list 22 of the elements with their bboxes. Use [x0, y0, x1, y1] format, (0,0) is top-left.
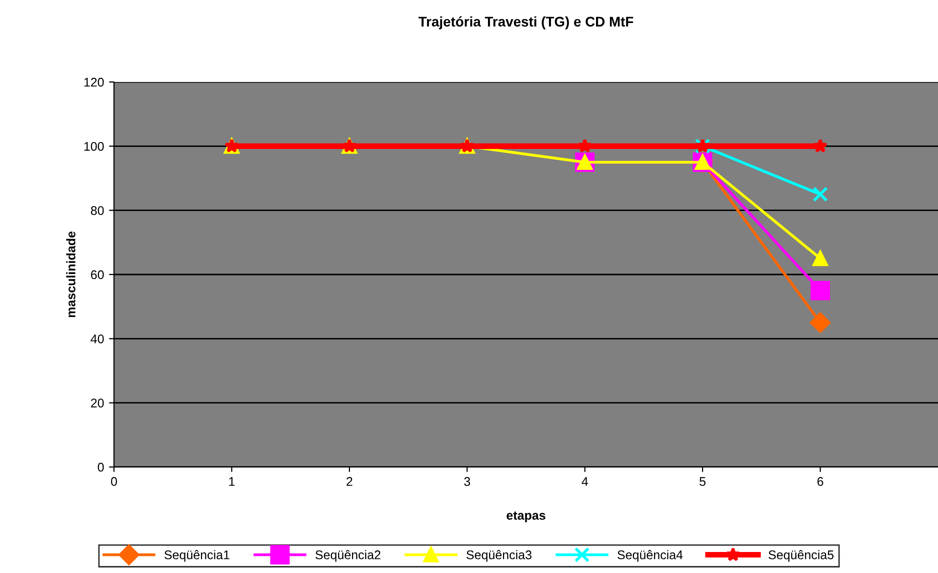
- legend-label: Seqüência4: [618, 550, 683, 562]
- y-tick-label: 120: [84, 78, 104, 87]
- y-tick-label: 0: [98, 462, 104, 472]
- legend-label: Seqüência5: [768, 550, 834, 562]
- x-tick-label: 4: [582, 477, 588, 486]
- x-tick-label: 3: [464, 477, 470, 486]
- y-tick-label: 40: [90, 334, 104, 344]
- y-axis-title: masculinidade: [66, 232, 76, 318]
- y-tick-label: 80: [90, 206, 104, 215]
- x-tick-label: 1: [229, 477, 235, 486]
- x-tick-label: 5: [700, 477, 706, 486]
- legend-label: Seqüência1: [164, 550, 230, 562]
- x-tick-label: 0: [111, 477, 117, 486]
- y-tick-label: 20: [91, 398, 104, 408]
- legend-label: Seqüência2: [316, 550, 380, 562]
- x-tick-label: 6: [817, 477, 824, 486]
- x-axis-title: etapas: [506, 512, 546, 522]
- x-tick-label: 2: [346, 477, 352, 486]
- y-tick-label: 60: [91, 270, 104, 280]
- chart-title: Trajetória Travesti (TG) e CD MtF: [418, 16, 634, 30]
- legend-label: Seqüência3: [466, 550, 532, 562]
- y-tick-label: 100: [84, 142, 104, 151]
